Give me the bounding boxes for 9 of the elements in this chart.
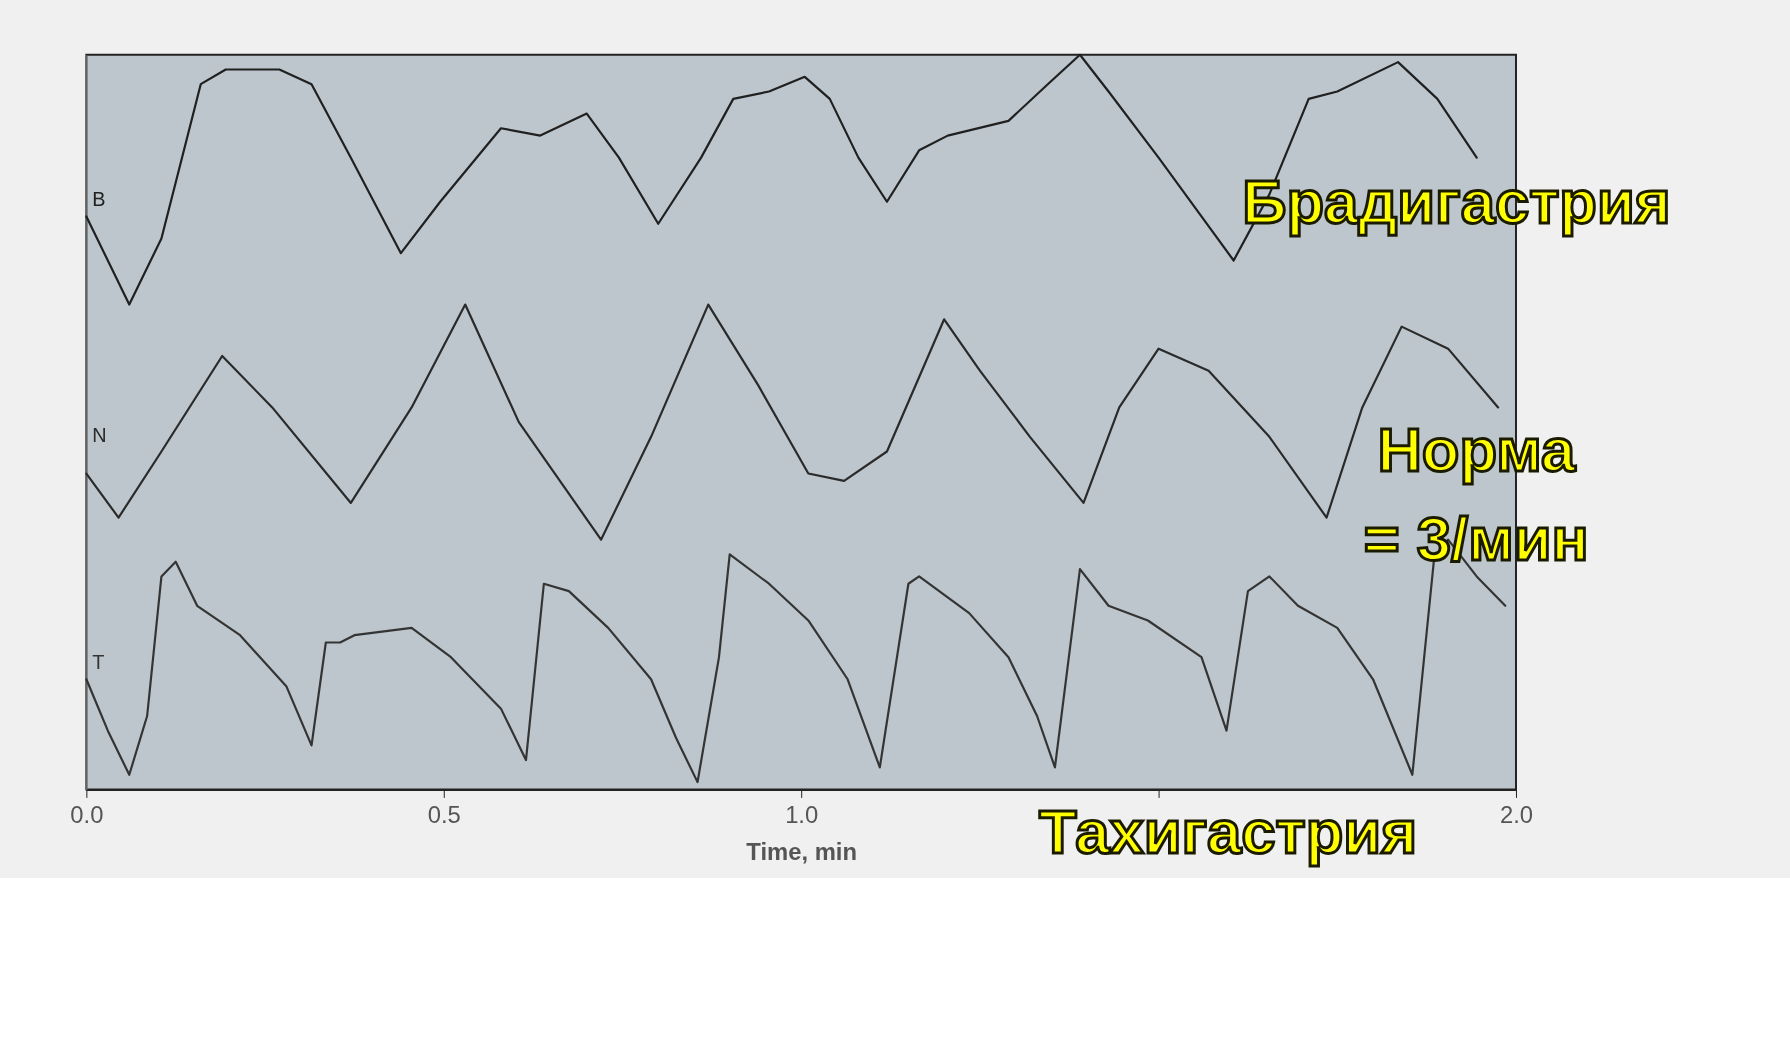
series-label: T — [92, 651, 105, 674]
x-axis-title: Time, min — [746, 838, 858, 866]
series-label: N — [92, 423, 107, 446]
series-label: B — [92, 188, 106, 211]
x-tick-label: 1.0 — [785, 800, 819, 828]
text: Тахигастрия — [1039, 796, 1418, 866]
x-tick-label: 0.5 — [427, 800, 461, 828]
x-tick-label: 2.0 — [1499, 800, 1534, 828]
x-tick-label: 0.0 — [70, 800, 104, 828]
